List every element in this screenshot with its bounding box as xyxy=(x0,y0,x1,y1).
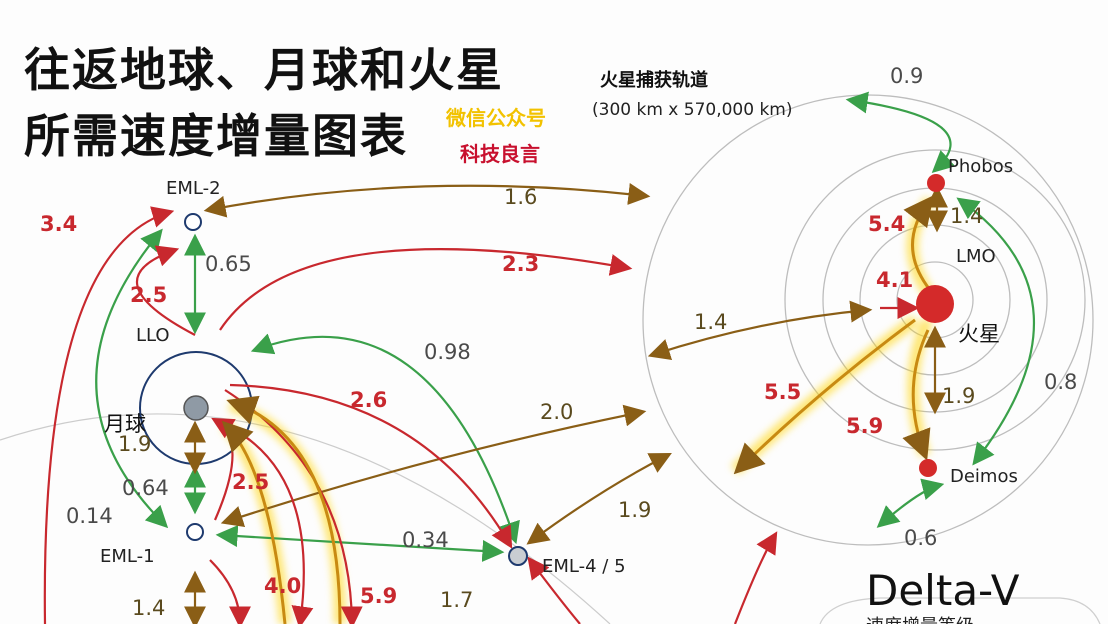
title-line-2: 所需速度增量图表 xyxy=(24,109,408,163)
legend-title: Delta-V xyxy=(866,566,1020,615)
watermark-line-2: 科技良言 xyxy=(460,142,540,166)
dv-earth-moon: 4.0 xyxy=(264,574,302,598)
dv-moon-eml1: 2.5 xyxy=(232,470,270,494)
lmo-label: LMO xyxy=(956,246,996,267)
dv-mars-surface-earth: 5.5 xyxy=(764,380,802,404)
dv-phobos-top: 0.9 xyxy=(890,64,924,88)
eml1-label: EML-1 xyxy=(100,546,155,567)
dv-llo-eml2: 2.5 xyxy=(130,283,168,307)
dv-phobos-lmo: 1.4 xyxy=(950,204,984,228)
moon-label: 月球 xyxy=(104,412,146,436)
moon-node xyxy=(183,395,209,421)
dv-earth-moon-2: 5.9 xyxy=(360,584,398,608)
dv-capture-mars: 1.4 xyxy=(694,310,728,334)
dv-deimos-lmo: 1.9 xyxy=(942,384,976,408)
dv-deimos-bottom: 0.6 xyxy=(904,526,938,550)
eml2-node xyxy=(184,213,202,231)
deimos-label: Deimos xyxy=(950,466,1018,487)
eml45-label: EML-4 / 5 xyxy=(542,556,626,577)
dv-eml1-eml45: 0.34 xyxy=(402,528,449,552)
mars-capture-orbit-dims: (300 km x 570,000 km) xyxy=(592,100,793,120)
dv-deimos-phobos: 0.8 xyxy=(1044,370,1078,394)
green-arrows xyxy=(95,91,1036,562)
dv-mars-lmo: 4.1 xyxy=(876,268,914,292)
dv-eml1-aux: 0.14 xyxy=(66,504,113,528)
dv-lmo-phobos: 5.4 xyxy=(868,212,906,236)
legend-subtitle: 速度增量等级 xyxy=(866,612,974,624)
eml45-node xyxy=(508,546,528,566)
brown-arrows xyxy=(184,183,948,624)
dv-deimos-up: 5.9 xyxy=(846,414,884,438)
mars-node xyxy=(916,285,954,323)
phobos-label: Phobos xyxy=(948,156,1014,177)
mars-capture-orbit-label: 火星捕获轨道 xyxy=(600,70,708,91)
dv-moon-surface: 1.9 xyxy=(118,432,152,456)
dv-llo-eml45: 0.98 xyxy=(424,340,471,364)
dv-llo-lmo: 2.3 xyxy=(502,252,540,276)
dv-eml45-mars: 1.9 xyxy=(618,498,652,522)
dv-earth-eml45: 1.7 xyxy=(440,588,474,612)
nodes xyxy=(183,174,954,566)
eml1-node xyxy=(186,523,204,541)
dv-moon-eml45: 2.6 xyxy=(350,388,388,412)
dv-earth-eml1: 1.4 xyxy=(132,596,166,620)
deimos-node xyxy=(919,459,937,477)
phobos-node xyxy=(927,174,945,192)
dv-eml1-mars: 2.0 xyxy=(540,400,574,424)
legend-box xyxy=(819,597,1101,624)
eml2-label: EML-2 xyxy=(166,178,221,199)
title-line-1: 往返地球、月球和火星 xyxy=(24,43,504,97)
llo-label: LLO xyxy=(136,325,170,346)
gold-arrows xyxy=(221,195,934,624)
mars-label: 火星 xyxy=(958,322,1000,346)
dv-llo-eml1: 0.64 xyxy=(122,476,169,500)
dv-eml2-llo: 0.65 xyxy=(205,252,252,276)
dv-earth-eml2: 3.4 xyxy=(40,212,78,236)
watermark-line-1: 微信公众号 xyxy=(446,106,546,130)
dv-eml2-capture: 1.6 xyxy=(504,185,538,209)
